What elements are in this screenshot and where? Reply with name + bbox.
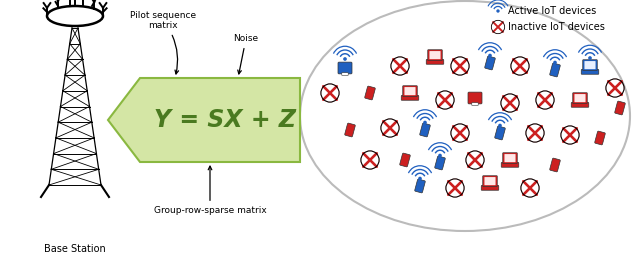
FancyBboxPatch shape (581, 69, 599, 74)
FancyBboxPatch shape (575, 94, 586, 102)
Circle shape (419, 177, 421, 180)
FancyBboxPatch shape (342, 73, 348, 75)
FancyBboxPatch shape (595, 131, 605, 145)
Circle shape (497, 10, 499, 12)
FancyBboxPatch shape (472, 103, 478, 105)
FancyBboxPatch shape (504, 154, 516, 162)
Text: Group-row-sparse matrix: Group-row-sparse matrix (154, 166, 266, 215)
FancyBboxPatch shape (484, 177, 495, 185)
Text: Active IoT devices: Active IoT devices (508, 6, 596, 16)
Text: Pilot sequence
matrix: Pilot sequence matrix (130, 11, 196, 74)
Circle shape (344, 58, 346, 60)
FancyBboxPatch shape (429, 51, 440, 59)
FancyBboxPatch shape (365, 86, 375, 100)
Circle shape (439, 154, 441, 157)
FancyBboxPatch shape (415, 179, 425, 193)
Text: Y = SX + Z: Y = SX + Z (154, 108, 296, 132)
FancyBboxPatch shape (403, 86, 417, 96)
Circle shape (489, 54, 491, 57)
FancyBboxPatch shape (400, 153, 410, 167)
FancyBboxPatch shape (468, 92, 482, 104)
FancyBboxPatch shape (426, 59, 444, 64)
FancyBboxPatch shape (584, 61, 596, 69)
FancyBboxPatch shape (484, 56, 495, 70)
Circle shape (424, 121, 426, 124)
Circle shape (589, 57, 591, 59)
Text: Inactive IoT devices: Inactive IoT devices (508, 22, 605, 32)
Polygon shape (108, 78, 300, 162)
FancyBboxPatch shape (550, 158, 560, 172)
FancyBboxPatch shape (345, 123, 355, 137)
FancyBboxPatch shape (481, 185, 499, 190)
FancyBboxPatch shape (338, 62, 352, 74)
FancyBboxPatch shape (483, 176, 497, 187)
FancyBboxPatch shape (428, 50, 442, 61)
Circle shape (554, 61, 556, 64)
Text: Noise: Noise (234, 34, 259, 74)
FancyBboxPatch shape (404, 87, 415, 95)
FancyBboxPatch shape (420, 123, 430, 137)
FancyBboxPatch shape (583, 60, 597, 70)
FancyBboxPatch shape (572, 102, 589, 107)
FancyBboxPatch shape (550, 63, 560, 77)
Circle shape (499, 124, 501, 126)
FancyBboxPatch shape (435, 156, 445, 170)
FancyBboxPatch shape (615, 101, 625, 115)
FancyBboxPatch shape (503, 153, 517, 163)
Text: Base Station: Base Station (44, 244, 106, 254)
FancyBboxPatch shape (573, 93, 588, 103)
FancyBboxPatch shape (495, 126, 505, 140)
FancyBboxPatch shape (501, 162, 519, 167)
Ellipse shape (300, 1, 630, 231)
FancyBboxPatch shape (401, 95, 419, 100)
